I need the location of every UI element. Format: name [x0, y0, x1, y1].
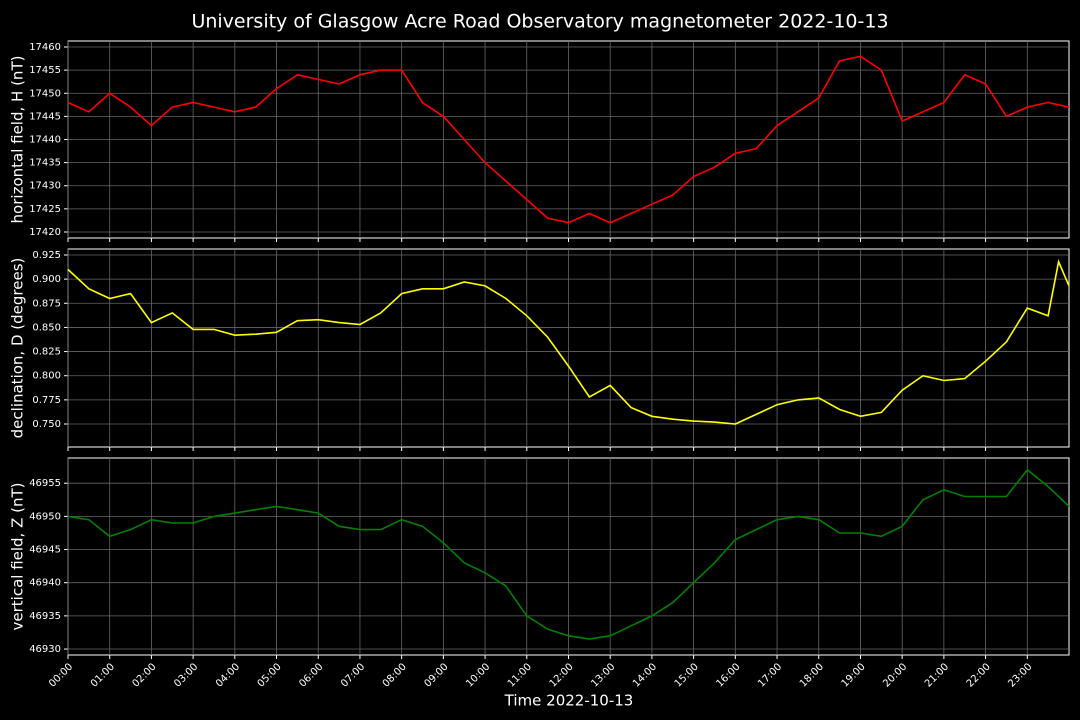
y-tick-label: 17420	[29, 227, 61, 238]
y-tick-label: 17450	[29, 88, 61, 99]
y-tick-label: 17440	[29, 135, 61, 146]
y-tick-label: 17430	[29, 181, 61, 192]
y-tick-label: 0.875	[32, 298, 61, 309]
data-line	[67, 55, 1070, 224]
y-tick-label: 46935	[29, 611, 61, 622]
chart-title: University of Glasgow Acre Road Observat…	[191, 11, 888, 33]
y-tick-label: 46945	[29, 545, 61, 556]
y-tick-label: 0.850	[32, 322, 61, 333]
data-line	[67, 258, 1070, 425]
y-tick-label: 46930	[29, 644, 61, 655]
y-axis-label: vertical field, Z (nT)	[9, 482, 27, 630]
y-tick-label: 0.800	[32, 371, 61, 382]
y-tick-label: 17445	[29, 111, 61, 122]
y-tick-label: 17425	[29, 204, 61, 215]
y-tick-label: 17455	[29, 65, 61, 76]
y-tick-label: 0.775	[32, 395, 61, 406]
y-axis-label: horizontal field, H (nT)	[9, 56, 27, 224]
y-tick-label: 17460	[29, 42, 61, 53]
y-tick-label: 46950	[29, 511, 61, 522]
y-tick-label: 46940	[29, 578, 61, 589]
y-tick-label: 0.750	[32, 419, 61, 430]
x-axis-label: Time 2022-10-13	[504, 692, 634, 710]
y-tick-label: 17435	[29, 158, 61, 169]
y-tick-label: 0.825	[32, 347, 61, 358]
y-tick-label: 0.925	[32, 250, 61, 261]
data-line	[67, 468, 1070, 640]
y-tick-label: 0.900	[32, 274, 61, 285]
y-tick-label: 46955	[29, 478, 61, 489]
y-axis-label: declination, D (degrees)	[9, 258, 27, 439]
